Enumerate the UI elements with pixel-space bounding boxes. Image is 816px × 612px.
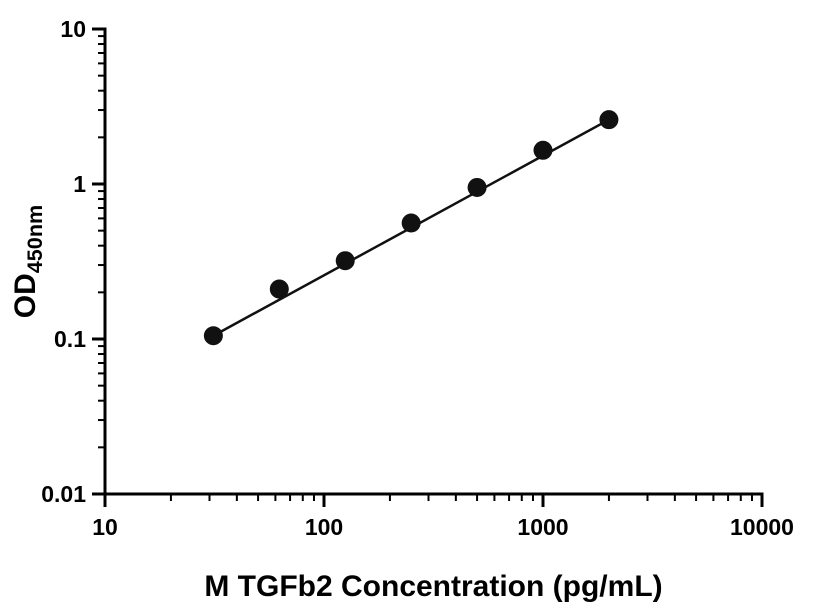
data-point <box>203 326 223 346</box>
axis-spines <box>103 27 764 496</box>
y-tick-label: 0.1 <box>54 326 86 352</box>
data-point <box>269 279 289 299</box>
y-tick-label: 0.01 <box>41 481 86 507</box>
y-axis-label-main: OD <box>9 273 43 319</box>
data-point <box>533 140 553 160</box>
y-axis-label-wrap: OD450nm <box>0 29 58 494</box>
data-point <box>335 251 355 271</box>
y-tick-label: 10 <box>60 16 86 42</box>
data-point <box>599 110 619 130</box>
x-tick-label: 10 <box>92 514 118 540</box>
y-tick-label: 1 <box>73 171 86 197</box>
data-point <box>467 177 487 197</box>
y-axis-label: OD450nm <box>10 205 49 318</box>
x-tick-label: 1000 <box>517 514 568 540</box>
x-tick-label: 100 <box>305 514 343 540</box>
x-axis-label: M TGFb2 Concentration (pg/mL) <box>204 570 663 603</box>
x-tick-label: 10000 <box>730 514 794 540</box>
y-axis-label-sub: 450nm <box>22 204 48 274</box>
data-point <box>401 213 421 233</box>
